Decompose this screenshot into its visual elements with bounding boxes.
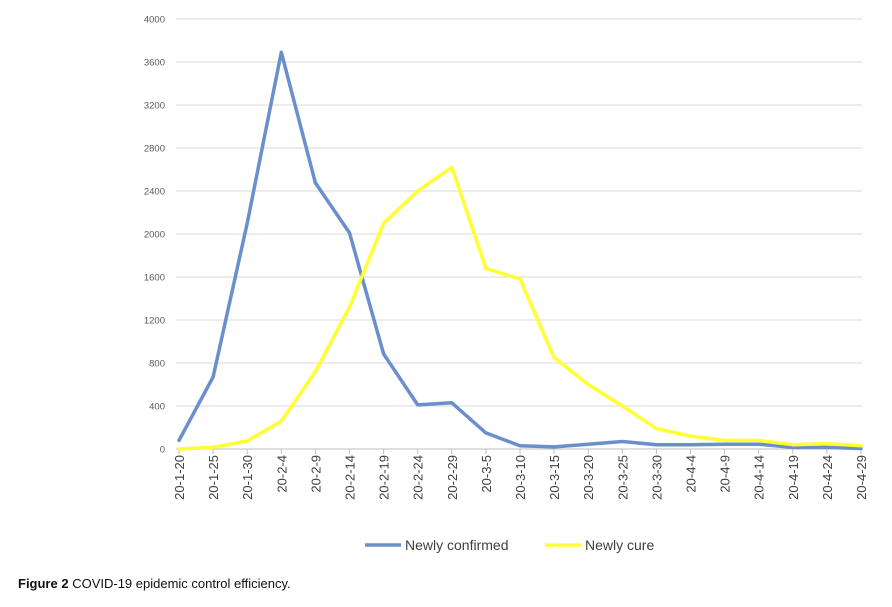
y-tick-label: 2800 [144,144,165,155]
data-point [620,404,624,408]
series-line-1 [177,165,863,451]
data-point [689,443,692,447]
data-point [177,438,181,442]
legend-label: Newly cure [585,537,654,553]
data-point [689,434,692,438]
legend-label: Newly confirmed [405,537,508,553]
data-point [723,442,727,446]
data-point [382,221,386,225]
data-point [245,221,249,225]
data-point [791,445,795,449]
data-point [416,403,420,407]
data-point [382,352,386,356]
x-tick-label: 20-3-30 [649,455,664,500]
data-point [654,443,658,447]
y-tick-label: 2400 [144,187,165,198]
y-tick-label: 4000 [144,15,165,26]
x-tick-label: 20-4-4 [684,455,699,493]
x-tick-label: 20-3-25 [615,455,630,500]
x-tick-label: 20-2-4 [274,455,289,493]
data-point [348,305,351,309]
data-point [348,231,351,235]
data-point [279,50,283,54]
x-tick-label: 20-4-14 [752,455,767,500]
x-tick-label: 20-2-29 [445,455,460,500]
data-point [245,439,249,443]
series-line-0 [177,50,863,451]
data-point [518,277,522,281]
data-point [313,370,317,374]
data-point [416,189,420,193]
data-point [620,439,624,443]
data-point [211,445,215,449]
x-tick-label: 20-2-24 [411,455,426,500]
y-tick-label: 1600 [144,273,165,284]
caption-label: Figure 2 [18,576,69,591]
x-tick-label: 20-2-19 [377,455,392,500]
data-point [859,444,863,448]
data-point [825,442,829,446]
figure-caption: Figure 2 COVID-19 epidemic control effic… [18,576,291,591]
data-point [552,356,556,360]
x-tick-label: 20-2-9 [308,455,323,493]
y-tick-label: 3600 [144,58,165,69]
data-point [791,443,795,447]
x-tick-label: 20-4-29 [854,455,869,500]
x-tick-label: 20-2-14 [343,455,358,500]
data-point [279,419,283,423]
data-point [484,431,488,435]
x-tick-label: 20-1-20 [172,455,187,500]
data-point [313,181,317,185]
x-tick-label: 20-3-15 [547,455,562,500]
x-tick-label: 20-4-24 [820,455,835,500]
x-tick-label: 20-4-9 [718,455,733,493]
y-tick-label: 800 [149,359,165,370]
y-tick-label: 2000 [144,230,165,241]
x-tick-label: 20-3-10 [513,455,528,500]
x-tick-label: 20-3-20 [581,455,596,500]
data-point [723,438,727,442]
y-tick-label: 3200 [144,101,165,112]
data-point [757,442,761,446]
x-tick-label: 20-3-5 [479,455,494,493]
y-tick-label: 0 [160,445,165,456]
data-point [450,165,454,169]
data-point [211,375,215,379]
caption-text: COVID-19 epidemic control efficiency. [68,576,291,591]
data-point [586,442,590,446]
data-point [586,383,590,386]
data-point [518,444,522,448]
data-point [552,445,556,449]
y-tick-label: 1200 [144,316,165,327]
data-point [757,438,761,442]
line-chart: 0 400 800 1200 1600 2000 2400 2800 3200 3600 4000 2… [144,15,869,554]
data-point [484,266,488,270]
x-tick-label: 20-4-19 [786,455,801,500]
data-point [859,446,863,450]
data-point [825,445,829,449]
y-tick-label: 400 [149,402,165,413]
data-point [177,447,181,451]
data-point [654,427,658,431]
data-point [450,401,454,405]
x-tick-label: 20-1-30 [240,455,255,500]
x-tick-label: 20-1-25 [206,455,221,500]
